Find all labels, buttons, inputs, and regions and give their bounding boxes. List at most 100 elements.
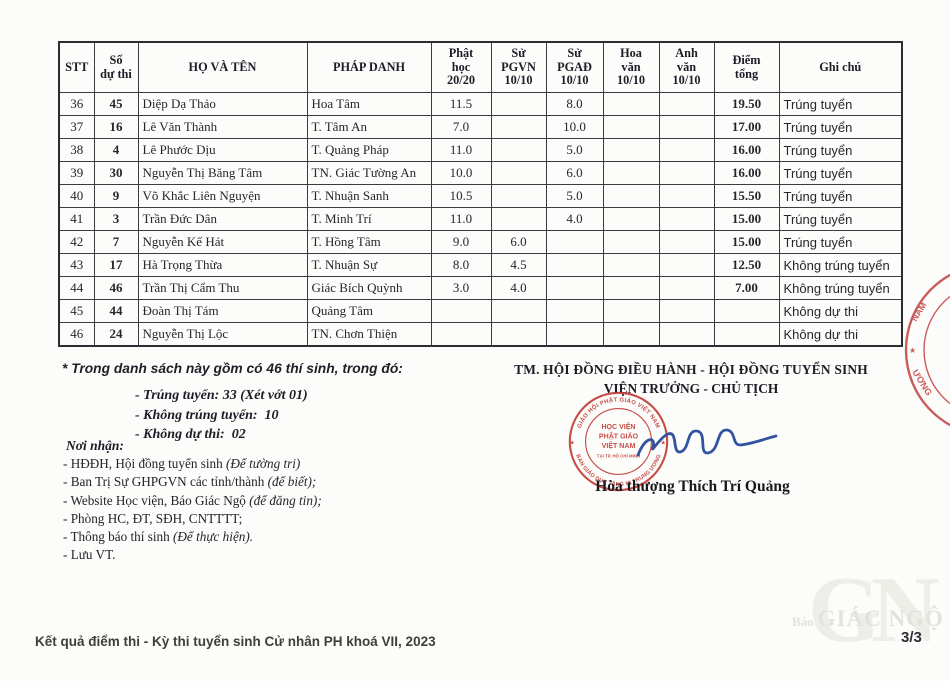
cell-phathoc: 11.0	[430, 138, 492, 162]
cell-anhvan	[658, 299, 715, 323]
recipients-list: - HĐĐH, Hội đồng tuyển sinh (Để tường tr…	[63, 455, 322, 565]
cell-name: Lê Phước Dịu	[137, 138, 308, 162]
cell-anhvan	[658, 230, 715, 254]
cell-phathoc: 11.5	[430, 92, 492, 116]
cell-name: Võ Khắc Liên Nguyện	[137, 184, 308, 208]
signature-heading-line1: TM. HỘI ĐỒNG ĐIỀU HÀNH - HỘI ĐỒNG TUYỂN …	[514, 362, 868, 377]
cell-supgad: 4.0	[545, 207, 604, 231]
signature-heading-line2: VIỆN TRƯỞNG - CHỦ TỊCH	[603, 381, 779, 396]
summary-items: - Trúng tuyển: 33 (Xét vớt 01) - Không t…	[135, 386, 308, 445]
cell-diemtong: 15.00	[713, 207, 780, 231]
cell-name: Đoàn Thị Tám	[137, 299, 308, 323]
cell-anhvan	[658, 161, 715, 185]
cell-supgad: 6.0	[545, 161, 604, 185]
cell-supgvn: 4.0	[490, 276, 547, 300]
watermark-prefix: Báo	[792, 614, 814, 629]
cell-ghichu: Không trúng tuyển	[778, 276, 903, 300]
cell-supgvn	[490, 299, 547, 323]
cell-hoavan	[602, 253, 660, 277]
cell-supgad: 5.0	[545, 184, 604, 208]
summary-item: - Trúng tuyển: 33 (Xét vớt 01)	[135, 388, 308, 403]
cell-anhvan	[658, 253, 715, 277]
cell-supgvn	[490, 184, 547, 208]
stamp-center-line4: TẠI TP. HỒ CHÍ MINH	[597, 453, 640, 458]
official-red-stamp: GIÁO HỘI PHẬT GIÁO VIỆT NAM BAN GIÁO DỤC…	[568, 391, 669, 492]
cell-hoavan	[602, 299, 660, 323]
cell-phathoc: 8.0	[430, 253, 492, 277]
recipient-item: - Phòng HC, ĐT, SĐH, CNTTTT;	[63, 510, 243, 526]
cell-phathoc: 7.0	[430, 115, 492, 139]
cell-diemtong	[713, 299, 780, 323]
cell-stt: 44	[58, 276, 95, 300]
recipient-item: - Lưu VT.	[63, 547, 116, 563]
cell-sbd: 3	[93, 207, 139, 231]
table-row: 43 17 Hà Trọng Thừa T. Nhuận Sự 8.0 4.5 …	[58, 253, 903, 277]
col-header-hoavan: Hoa văn 10/10	[602, 41, 660, 93]
table-header-row: STT Số dự thi HỌ VÀ TÊN PHÁP DANH Phật h…	[58, 41, 903, 93]
cell-sbd: 45	[93, 92, 139, 116]
table-row: 36 45 Diệp Dạ Thảo Hoa Tâm 11.5 8.0 19.5…	[58, 92, 903, 116]
stamp-center-line3: VIỆT NAM	[602, 441, 636, 450]
summary-item: - Không dự thi: 02	[135, 427, 246, 442]
footer-document-title: Kết quả điểm thi - Kỳ thi tuyển sinh Cử …	[35, 634, 436, 649]
edge-partial-stamp: NAM ★ ƯƠNG	[904, 273, 950, 427]
col-header-anhvan: Anh văn 10/10	[658, 41, 715, 93]
cell-diemtong: 19.50	[713, 92, 780, 116]
cell-ghichu: Trúng tuyển	[778, 207, 903, 231]
cell-supgvn	[490, 115, 547, 139]
table-row: 40 9 Võ Khắc Liên Nguyện T. Nhuận Sanh 1…	[58, 184, 903, 208]
col-header-diemtong: Điểm tổng	[713, 41, 780, 93]
cell-hoavan	[602, 207, 660, 231]
col-header-phathoc: Phật học 20/20	[430, 41, 492, 93]
cell-name: Trần Đức Dân	[137, 207, 308, 231]
cell-phapdanh: T. Minh Trí	[306, 207, 432, 231]
cell-phathoc: 10.5	[430, 184, 492, 208]
cell-ghichu: Trúng tuyển	[778, 230, 903, 254]
cell-ghichu: Trúng tuyển	[778, 184, 903, 208]
cell-name: Diệp Dạ Thảo	[137, 92, 308, 116]
cell-phapdanh: T. Quảng Pháp	[306, 138, 432, 162]
cell-sbd: 16	[93, 115, 139, 139]
stamp-star-left: ★	[569, 439, 575, 446]
col-header-stt: STT	[58, 41, 95, 93]
cell-phapdanh: T. Hồng Tâm	[306, 230, 432, 254]
cell-stt: 36	[58, 92, 95, 116]
cell-phapdanh: T. Tâm An	[306, 115, 432, 139]
cell-ghichu: Trúng tuyển	[778, 115, 903, 139]
cell-supgvn: 6.0	[490, 230, 547, 254]
cell-diemtong: 12.50	[713, 253, 780, 277]
cell-sbd: 24	[93, 322, 139, 347]
table-row: 45 44 Đoàn Thị Tám Quảng Tâm Không dự th…	[58, 299, 903, 323]
cell-ghichu: Trúng tuyển	[778, 161, 903, 185]
stamp-center-line1: HỌC VIỆN	[601, 422, 635, 431]
cell-sbd: 17	[93, 253, 139, 277]
cell-phapdanh: TN. Chơn Thiện	[306, 322, 432, 347]
cell-ghichu: Trúng tuyển	[778, 92, 903, 116]
table-row: 44 46 Trần Thị Cẩm Thu Giác Bích Quỳnh 3…	[58, 276, 903, 300]
cell-diemtong: 16.00	[713, 161, 780, 185]
cell-phapdanh: Giác Bích Quỳnh	[306, 276, 432, 300]
cell-diemtong: 16.00	[713, 138, 780, 162]
signature-heading: TM. HỘI ĐỒNG ĐIỀU HÀNH - HỘI ĐỒNG TUYỂN …	[500, 362, 882, 397]
recipient-item: - HĐĐH, Hội đồng tuyển sinh (Để tường tr…	[63, 456, 301, 471]
handwritten-signature	[636, 428, 778, 457]
table-row: 42 7 Nguyễn Kế Hát T. Hồng Tâm 9.0 6.0 1…	[58, 230, 903, 254]
cell-phathoc: 10.0	[430, 161, 492, 185]
cell-stt: 39	[58, 161, 95, 185]
page-number: 3/3	[901, 629, 922, 646]
cell-phapdanh: TN. Giác Tường An	[306, 161, 432, 185]
cell-supgad	[545, 253, 604, 277]
cell-supgvn	[490, 161, 547, 185]
cell-sbd: 4	[93, 138, 139, 162]
cell-ghichu: Không trúng tuyển	[778, 253, 903, 277]
recipient-item: - Thông báo thí sinh (Để thực hiện).	[63, 529, 254, 545]
exam-results-table: STT Số dự thi HỌ VÀ TÊN PHÁP DANH Phật h…	[58, 41, 903, 347]
cell-stt: 41	[58, 207, 95, 231]
cell-anhvan	[658, 92, 715, 116]
cell-supgad	[545, 230, 604, 254]
stamp-star-right: ★	[661, 439, 667, 446]
cell-anhvan	[658, 138, 715, 162]
cell-supgad	[545, 299, 604, 323]
recipients-heading: Nơi nhận:	[66, 438, 124, 453]
